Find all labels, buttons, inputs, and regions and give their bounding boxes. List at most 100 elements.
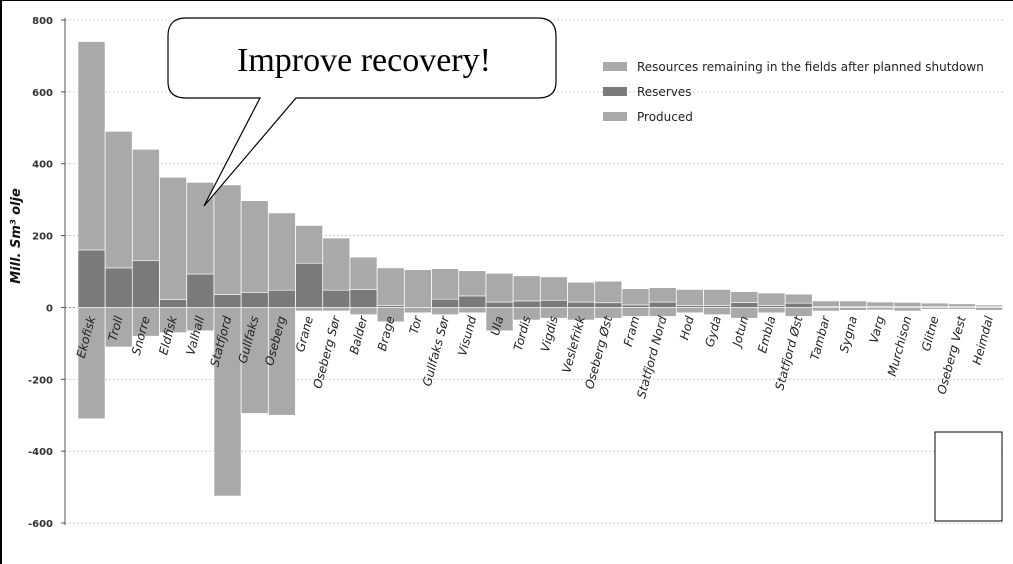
bar-produced (268, 307, 296, 416)
bar-produced (240, 307, 269, 414)
bar-remaining (540, 276, 568, 301)
bar-produced (458, 307, 487, 314)
bar-reserves (77, 249, 106, 308)
bar-remaining (159, 177, 187, 300)
bar-remaining (77, 41, 106, 251)
bar-remaining (703, 289, 731, 306)
category-label: Tambar (808, 314, 833, 362)
bar-reserves (485, 301, 514, 308)
legend-label: Resources remaining in the fields after … (637, 60, 984, 74)
y-tick-label: -600 (28, 519, 53, 530)
category-label: Gullfaks Sør (420, 314, 452, 388)
bar-remaining (322, 237, 351, 291)
category-label: Glitne (919, 315, 942, 353)
category-label: Oseberg Sør (310, 314, 343, 390)
bar-produced (866, 307, 895, 311)
bar-reserves (594, 302, 623, 308)
category-label: Murchison (885, 315, 914, 378)
bar-remaining (458, 270, 487, 297)
category-label: Embla (755, 315, 778, 355)
bar-remaining (784, 293, 813, 304)
bar-produced (132, 307, 160, 337)
bar-produced (295, 307, 323, 312)
bar-produced (104, 307, 133, 348)
category-label: Heimdal (970, 314, 997, 366)
bar-produced (703, 307, 731, 315)
bar-remaining (404, 269, 432, 308)
bar-remaining (240, 200, 269, 293)
bar-remaining (866, 301, 895, 308)
legend-label: Produced (637, 110, 693, 124)
category-label: Vigdis (538, 315, 561, 354)
category-label: Troll (106, 314, 126, 343)
bar-reserves (240, 292, 269, 308)
bar-produced (757, 307, 786, 314)
bar-remaining (621, 288, 650, 306)
bar-remaining (948, 303, 976, 308)
bar-remaining (213, 184, 242, 295)
bar-produced (77, 307, 106, 420)
bar-remaining (812, 300, 840, 307)
bar-reserves (186, 273, 215, 308)
legend-swatch (603, 87, 627, 96)
category-label: Oseberg Vest (934, 313, 969, 395)
y-tick-label: 600 (32, 88, 53, 99)
blank-placeholder-box (934, 431, 1003, 522)
bar-produced (920, 307, 949, 310)
bar-remaining (512, 275, 541, 302)
legend-swatch (603, 62, 627, 71)
bar-remaining (920, 302, 949, 308)
bar-remaining (349, 256, 378, 290)
bar-reserves (132, 260, 160, 308)
category-label: Balder (347, 314, 371, 356)
bar-remaining (757, 292, 786, 306)
bar-reserves (730, 302, 759, 308)
category-label: Jotun (729, 315, 751, 350)
bar-produced (349, 307, 378, 315)
bar-produced (893, 307, 922, 312)
y-tick-label: 400 (32, 160, 53, 171)
bar-reserves (512, 300, 541, 308)
y-tick-label: 800 (32, 16, 53, 27)
speech-bubble-callout: Improve recovery! (167, 17, 557, 207)
bar-produced (784, 307, 813, 317)
bar-remaining (676, 289, 704, 306)
bar-remaining (132, 149, 160, 262)
bar-remaining (268, 212, 296, 291)
category-label: Varg (867, 314, 888, 344)
bar-reserves (540, 299, 568, 308)
category-label: Grane (293, 315, 316, 354)
bar-remaining (295, 225, 323, 264)
category-label: Veslefrikk (559, 314, 588, 375)
legend: Resources remaining in the fields after … (603, 60, 984, 124)
bar-remaining (975, 304, 1003, 308)
bar-reserves (784, 302, 813, 308)
category-label: Ula (488, 315, 507, 337)
bar-reserves (295, 262, 323, 308)
bar-remaining (485, 272, 514, 303)
y-tick-label: 0 (46, 303, 53, 314)
category-label: Statfjord Øst (772, 313, 806, 391)
category-label: Hod (677, 314, 697, 341)
bar-produced (322, 307, 351, 312)
bar-remaining (893, 302, 922, 308)
category-label: Fram (621, 315, 643, 348)
bar-produced (404, 307, 432, 314)
category-label: Tor (407, 314, 425, 336)
bars (77, 41, 1003, 497)
bar-reserves (621, 304, 650, 308)
bar-produced (621, 307, 650, 317)
bar-reserves (458, 295, 487, 308)
bar-produced (676, 307, 704, 314)
bar-reserves (213, 294, 242, 308)
y-axis-label: Mill. Sm³ olje (9, 188, 24, 284)
bar-reserves (567, 301, 595, 308)
bar-produced (975, 307, 1003, 311)
y-tick-label: -200 (28, 375, 53, 386)
bar-reserves (268, 289, 296, 308)
bar-produced (376, 307, 405, 323)
bar-produced (431, 307, 459, 315)
category-label: Sygna (837, 315, 860, 355)
